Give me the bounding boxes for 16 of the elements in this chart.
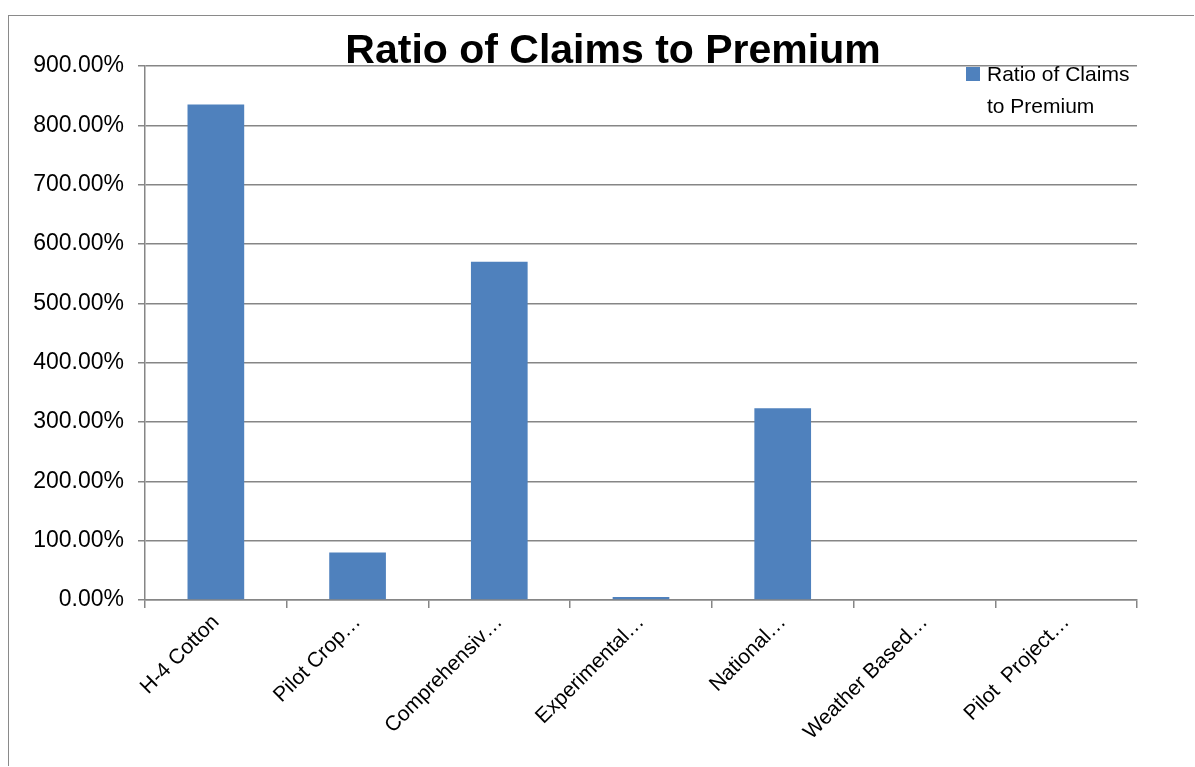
bar (329, 552, 386, 600)
bar (187, 104, 245, 600)
bar (754, 408, 812, 600)
bar (470, 261, 528, 600)
y-tick-label: 500.00% (33, 288, 124, 315)
y-tick-label: 600.00% (33, 229, 124, 256)
y-tick-label: 900.00% (33, 51, 124, 78)
chart-title: Ratio of Claims to Premium (345, 26, 881, 72)
y-tick-label: 300.00% (33, 407, 124, 434)
y-tick-label: 200.00% (33, 466, 124, 493)
y-tick-label: 700.00% (33, 170, 124, 197)
y-tick-label: 100.00% (33, 526, 124, 553)
y-tick-label: 400.00% (33, 348, 124, 375)
y-tick-label: 800.00% (33, 110, 124, 137)
y-tick-label: 0.00% (58, 585, 124, 612)
legend-label: Ratio of Claims to Premium (987, 61, 1130, 117)
